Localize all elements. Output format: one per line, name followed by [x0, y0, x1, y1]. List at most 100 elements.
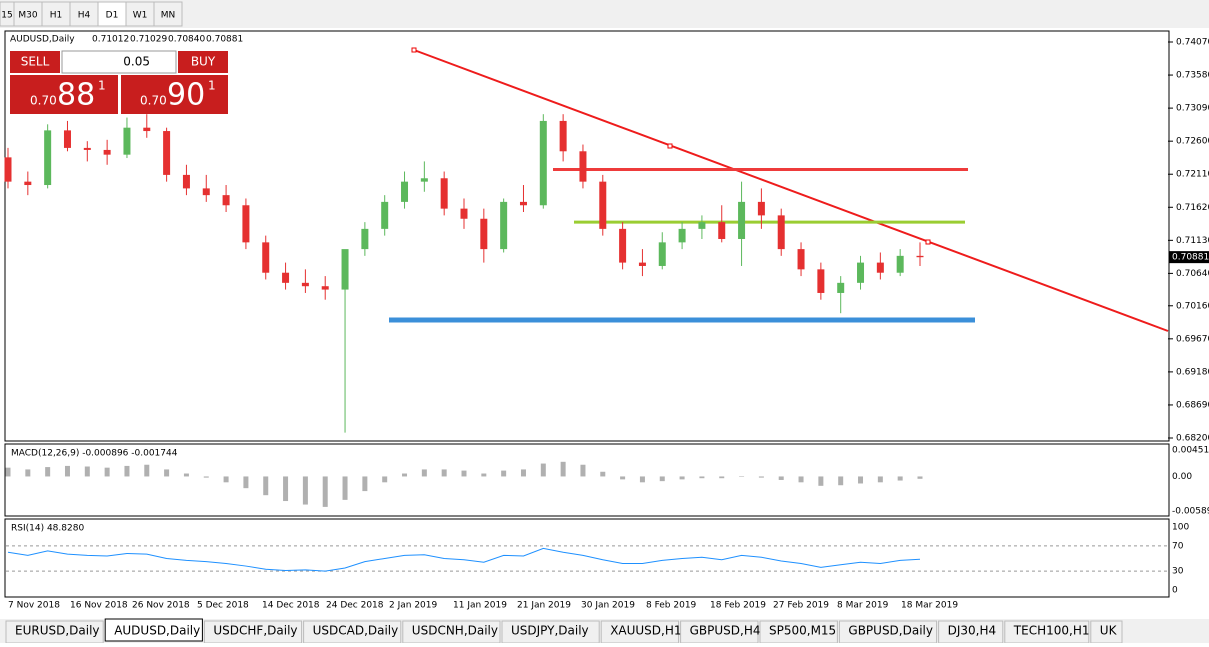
macd-tick: 0.00	[1172, 472, 1192, 482]
macd-bar	[818, 476, 824, 486]
macd-bar	[699, 476, 705, 479]
candle-body	[658, 242, 666, 266]
lot-input[interactable]	[61, 50, 177, 74]
tab-label: SP500,M15	[769, 624, 836, 638]
macd-bar	[758, 476, 764, 478]
macd-bar	[243, 476, 249, 489]
candle-body	[222, 195, 230, 206]
tab-label: TECH100,H1	[1013, 624, 1090, 638]
lot-value: 0.05	[123, 55, 150, 69]
rsi-tick: 70	[1172, 541, 1184, 551]
date-label: 11 Jan 2019	[453, 601, 507, 611]
tab-label: AUDUSD,Daily	[114, 624, 200, 638]
candle-body	[24, 181, 32, 186]
date-label: 14 Dec 2018	[262, 601, 320, 611]
macd-bar	[382, 476, 388, 483]
trend-line	[413, 49, 1169, 332]
candle-body	[460, 208, 468, 219]
candle-body	[718, 222, 726, 239]
tab-label: EURUSD,Daily	[15, 624, 100, 638]
macd-bar	[104, 467, 110, 477]
tab-label: USDJPY,Daily	[511, 624, 589, 638]
macd-bar	[45, 467, 51, 477]
symbol-tab[interactable]	[104, 618, 203, 642]
macd-bar	[679, 476, 685, 480]
candle-body	[381, 201, 389, 229]
macd-bar	[739, 476, 745, 477]
tab-label: DJ30,H4	[948, 624, 997, 638]
date-label: 18 Feb 2019	[710, 601, 766, 611]
macd-panel	[4, 443, 1170, 517]
candle-body	[361, 228, 369, 250]
bid-sup: 1	[98, 79, 106, 93]
candle-body	[539, 120, 547, 206]
macd-bar	[25, 469, 31, 477]
macd-bar	[520, 469, 526, 477]
ask-prefix: 0.70	[140, 94, 167, 108]
timeframe-label: MN	[161, 11, 176, 21]
symbol: AUDUSD,Daily	[10, 35, 75, 45]
candle-body	[876, 262, 884, 273]
macd-bar	[719, 476, 725, 479]
timeframe-button[interactable]	[153, 1, 183, 27]
ohlc-value: 0.71029	[130, 35, 167, 45]
candle-body	[797, 249, 805, 270]
bid-box[interactable]	[10, 75, 118, 114]
macd-bar	[5, 467, 11, 477]
tab-label: GBPUSD,Daily	[848, 624, 933, 638]
macd-bar	[501, 470, 507, 477]
candle-body	[579, 151, 587, 182]
macd-bar	[84, 466, 90, 477]
candle-body	[817, 269, 825, 293]
macd-bar	[481, 473, 487, 477]
macd-bar	[223, 476, 229, 483]
macd-bar	[283, 476, 289, 502]
tab-label: GBPUSD,H4	[690, 624, 761, 638]
macd-bar	[144, 464, 150, 477]
macd-label: MACD(12,26,9) -0.000896 -0.001744	[11, 449, 178, 459]
trend-anchor	[667, 143, 673, 149]
trend-anchor	[925, 239, 931, 245]
candle-body	[163, 131, 171, 175]
buy-button[interactable]	[178, 51, 228, 73]
date-label: 27 Feb 2019	[773, 601, 829, 611]
macd-bar	[659, 476, 665, 482]
sell-button[interactable]	[10, 51, 60, 73]
timeframe-button[interactable]	[97, 1, 127, 27]
candle-body	[420, 178, 428, 182]
date-label: 26 Nov 2018	[132, 601, 190, 611]
date-label: 16 Nov 2018	[70, 601, 128, 611]
macd-bar	[263, 476, 269, 496]
macd-bar	[421, 469, 427, 477]
tab-label: USDCAD,Daily	[313, 624, 399, 638]
candle-body	[638, 262, 646, 266]
date-label: 24 Dec 2018	[326, 601, 384, 611]
macd-tick: -0.00589	[1172, 506, 1209, 516]
candle-body	[480, 218, 488, 250]
ask-box[interactable]	[121, 75, 228, 114]
toolbar	[0, 0, 1209, 28]
tab-label: UK	[1100, 624, 1118, 638]
candle-body	[678, 228, 686, 243]
date-label: 5 Dec 2018	[197, 601, 249, 611]
timeframe-button[interactable]	[41, 1, 71, 27]
timeframe-label: 15	[1, 11, 12, 21]
macd-bar	[600, 471, 606, 477]
macd-bar	[540, 463, 546, 477]
ohlc-value: 0.70840	[168, 35, 205, 45]
trend-anchor	[411, 47, 417, 53]
ask-big: 90	[167, 78, 205, 113]
timeframe-button[interactable]	[125, 1, 155, 27]
candle-body	[837, 282, 845, 293]
candle-body	[123, 127, 131, 155]
macd-bar	[124, 465, 130, 477]
rsi-label: RSI(14) 48.8280	[11, 524, 84, 534]
candle-body	[262, 242, 270, 273]
rsi-tick: 100	[1172, 523, 1189, 533]
candle-body	[4, 157, 12, 182]
candle-body	[738, 201, 746, 239]
